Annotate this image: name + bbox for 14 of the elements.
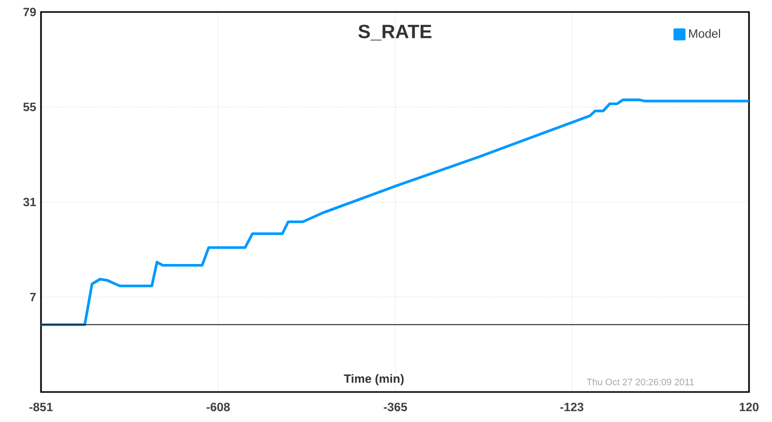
y-tick-label: 79 <box>23 8 36 16</box>
x-tick-label: -123 <box>560 402 584 412</box>
text: S_RATE <box>358 24 432 40</box>
legend-label: Model <box>689 28 720 38</box>
y-tick-label: 55 <box>23 102 36 112</box>
line-series <box>41 98 750 326</box>
x-tick-label: -365 <box>384 402 408 412</box>
x-tick-label: -851 <box>29 402 53 412</box>
y-tick-label: 7 <box>30 292 36 302</box>
annotation: Thu Oct 27 20:26:09 2011 <box>586 378 694 386</box>
y-tick-label: 31 <box>23 198 36 206</box>
x-tick-label: -608 <box>206 402 230 412</box>
x-tick-label: 120 <box>740 402 759 412</box>
x-axis-title: Time (min) <box>344 374 404 386</box>
